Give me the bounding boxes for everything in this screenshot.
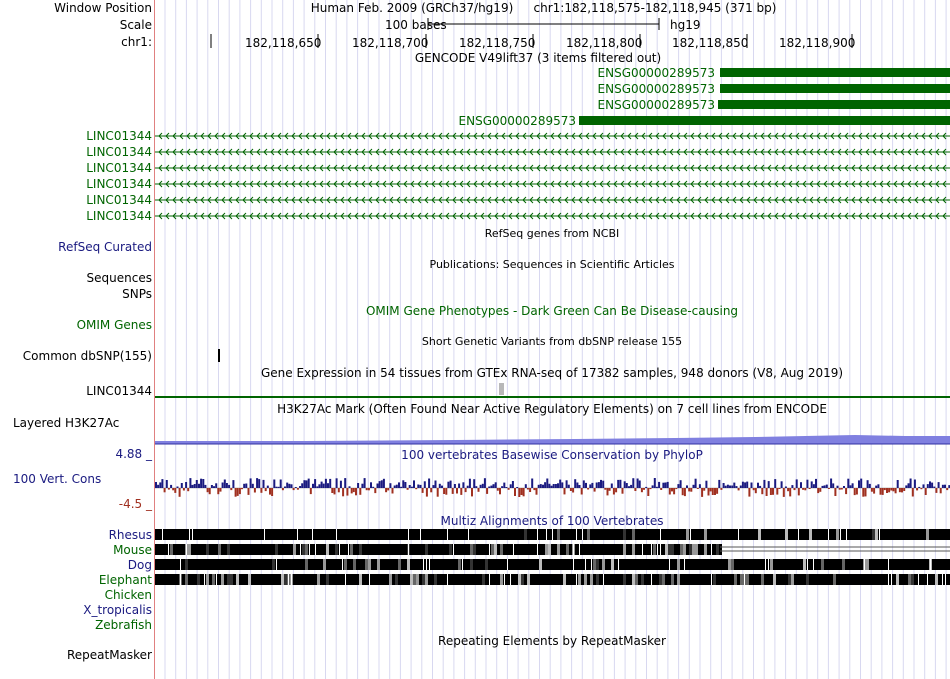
track-label-repeatmasker[interactable]: RepeatMasker [66, 648, 152, 662]
ruler-tick-label: 182,118,650 [245, 36, 322, 50]
omim-title: OMIM Gene Phenotypes - Dark Green Can Be… [365, 304, 739, 318]
track-label-linc01344-2[interactable]: LINC01344 [86, 145, 152, 159]
chrom-label: chr1: [121, 35, 152, 49]
dbsnp-title: Short Genetic Variants from dbSNP releas… [421, 335, 683, 348]
track-label-sequences[interactable]: Sequences [86, 271, 152, 285]
ruler-ticks [210, 34, 853, 48]
scale-label: Scale [119, 18, 152, 32]
refseq-title: RefSeq genes from NCBI [484, 227, 620, 240]
gencode-item-label[interactable]: ENSG00000289573 [597, 66, 715, 80]
species-label-mouse[interactable]: Mouse [113, 543, 152, 557]
multiz-alignment [155, 529, 950, 585]
position-title: chr1:182,118,575-182,118,945 (371 bp) [533, 1, 777, 15]
gtex-title: Gene Expression in 54 tissues from GTEx … [260, 366, 844, 380]
db-text: hg19 [670, 18, 701, 32]
ruler-tick-label: 182,118,700 [352, 36, 429, 50]
track-label-snps[interactable]: SNPs [122, 287, 152, 301]
gencode-features [579, 68, 950, 125]
dbsnp-feature [218, 349, 220, 362]
ruler-tick-label: 182,118,900 [779, 36, 856, 50]
track-label-linc01344-1[interactable]: LINC01344 [86, 129, 152, 143]
gencode-title: GENCODE V49lift37 (3 items filtered out) [414, 51, 662, 65]
track-left-border [154, 0, 155, 679]
track-label-linc01344-6[interactable]: LINC01344 [86, 209, 152, 223]
repeatmasker-title: Repeating Elements by RepeatMasker [438, 634, 666, 648]
ruler-tick-label: 182,118,800 [566, 36, 643, 50]
gtex-feature [155, 383, 950, 398]
ruler-tick-label: 182,118,850 [672, 36, 749, 50]
species-label-elephant[interactable]: Elephant [98, 573, 152, 587]
phylop-title: 100 vertebrates Basewise Conservation by… [401, 448, 703, 462]
track-canvas[interactable] [155, 0, 950, 679]
cons-min-label: -4.5 _ [118, 497, 152, 511]
track-label-100-vert-cons[interactable]: 100 Vert. Cons [13, 472, 102, 486]
species-label-rhesus[interactable]: Rhesus [108, 528, 152, 542]
track-label-linc01344-3[interactable]: LINC01344 [86, 161, 152, 175]
species-label-zebrafish[interactable]: Zebrafish [95, 618, 152, 632]
h3k27ac-signal [155, 435, 950, 445]
cons-max-label: 4.88 _ [115, 447, 152, 461]
track-label-common-dbsnp[interactable]: Common dbSNP(155) [22, 349, 152, 363]
track-label-linc01344-4[interactable]: LINC01344 [86, 177, 152, 191]
h3k27ac-title: H3K27Ac Mark (Often Found Near Active Re… [277, 402, 827, 416]
gencode-item-label[interactable]: ENSG00000289573 [597, 82, 715, 96]
track-image[interactable]: Human Feb. 2009 (GRCh37/hg19) chr1:182,1… [155, 0, 950, 679]
track-label-omim-genes[interactable]: OMIM Genes [76, 318, 152, 332]
track-label-layered-h3k27ac[interactable]: Layered H3K27Ac [13, 416, 120, 430]
species-label-x-tropicalis[interactable]: X_tropicalis [83, 603, 152, 617]
scale-bar [427, 18, 660, 30]
species-label-dog[interactable]: Dog [127, 558, 152, 572]
multiz-title: Multiz Alignments of 100 Vertebrates [440, 514, 664, 528]
window-position-label: Window Position [54, 1, 152, 15]
linc01344-features [155, 132, 950, 220]
scale-text: 100 bases [385, 18, 447, 32]
assembly-title: Human Feb. 2009 (GRCh37/hg19) [310, 1, 514, 15]
track-label-linc01344-5[interactable]: LINC01344 [86, 193, 152, 207]
gencode-item-label[interactable]: ENSG00000289573 [458, 114, 576, 128]
track-label-gtex-linc01344[interactable]: LINC01344 [86, 384, 152, 398]
species-label-chicken[interactable]: Chicken [104, 588, 152, 602]
gencode-item-label[interactable]: ENSG00000289573 [597, 98, 715, 112]
publications-title: Publications: Sequences in Scientific Ar… [429, 258, 675, 271]
phylop-signal [155, 478, 950, 497]
ruler-tick-label: 182,118,750 [459, 36, 536, 50]
track-label-refseq-curated[interactable]: RefSeq Curated [58, 240, 152, 254]
